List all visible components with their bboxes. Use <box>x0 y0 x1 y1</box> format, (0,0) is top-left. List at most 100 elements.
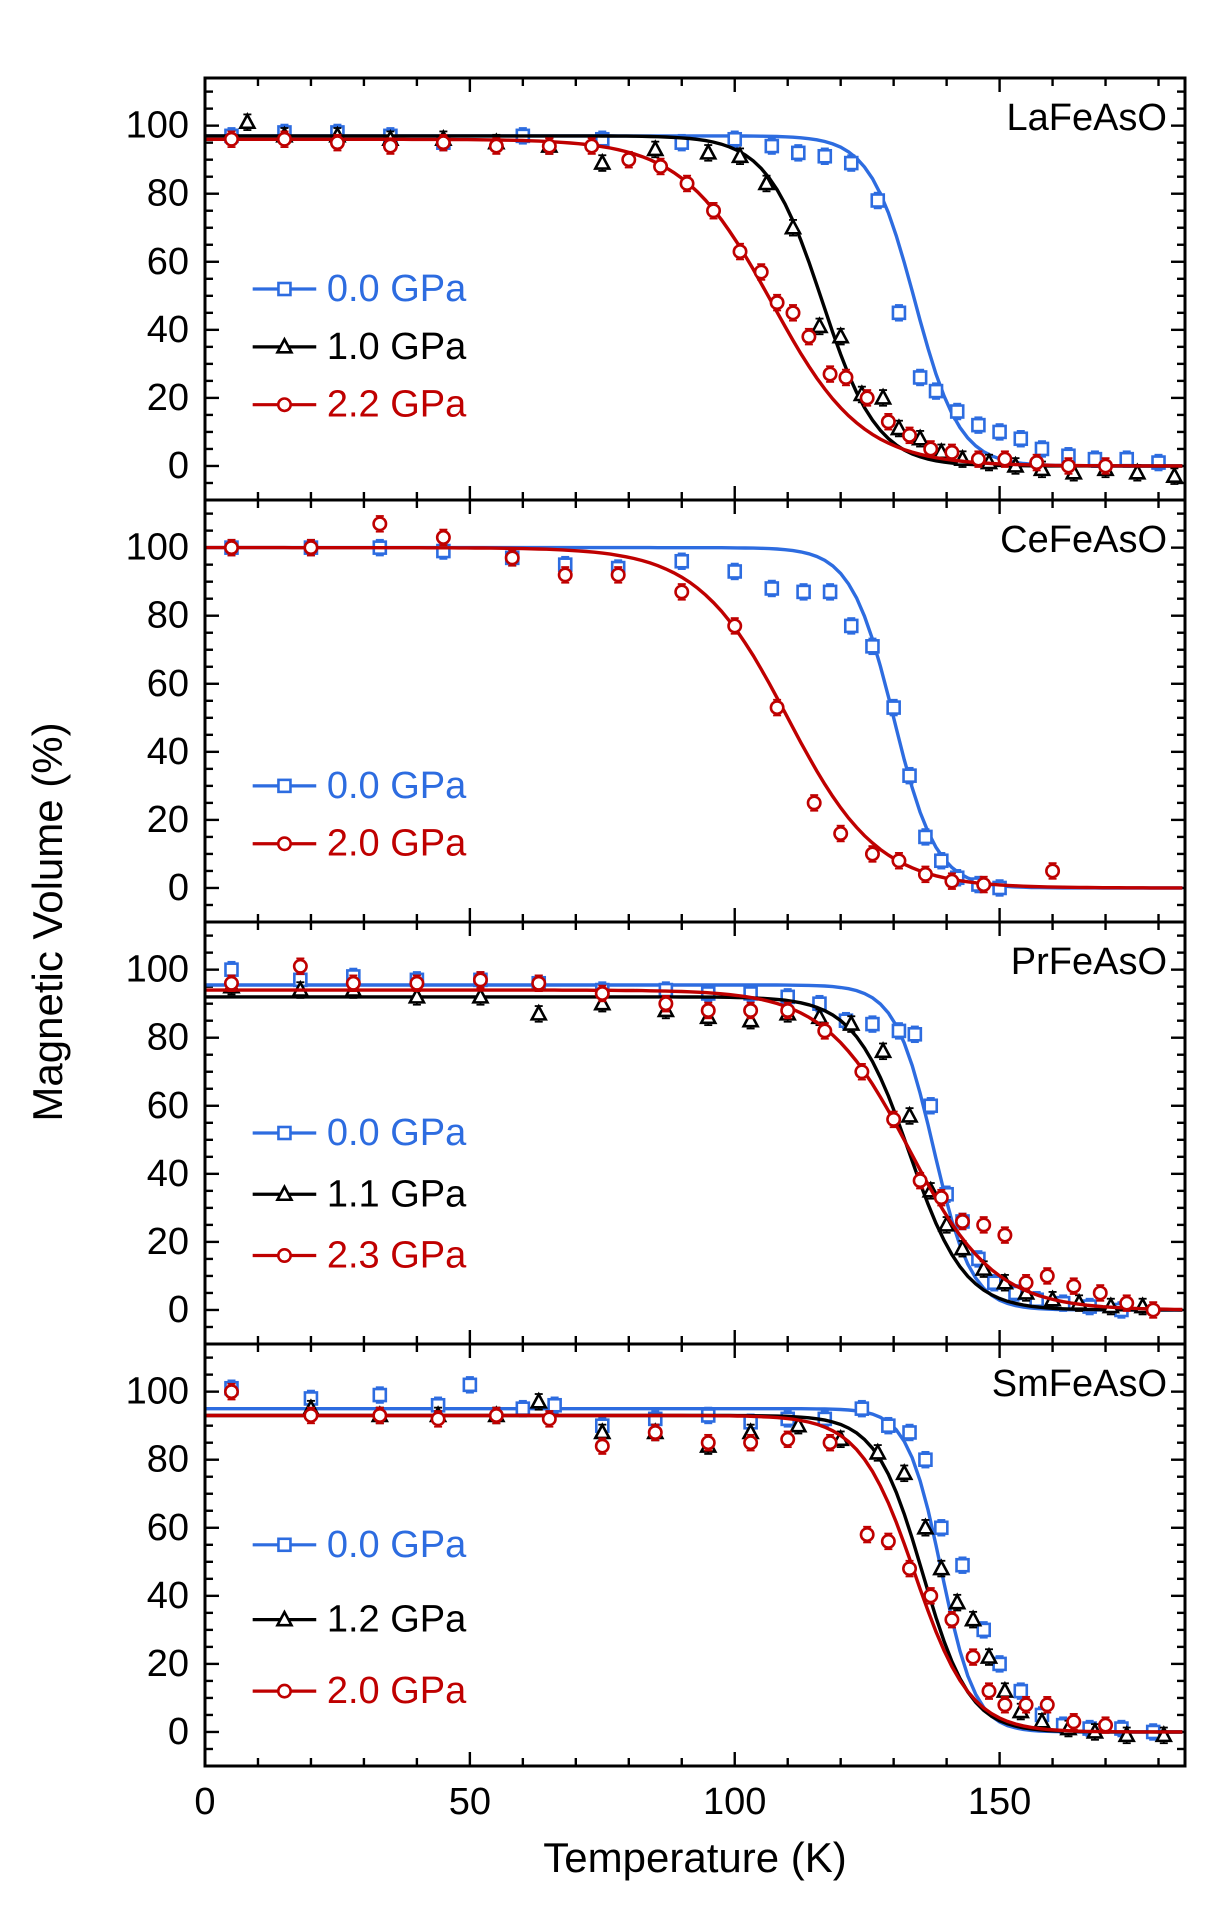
circle-marker <box>276 1683 292 1699</box>
circle-marker <box>965 1649 981 1665</box>
circle-marker <box>541 1411 557 1427</box>
legend-label: 1.1 GPa <box>327 1173 467 1215</box>
square-marker <box>971 417 986 433</box>
triangle-marker <box>916 1517 935 1535</box>
square-marker <box>843 618 859 634</box>
y-tick-label: 0 <box>168 445 189 487</box>
circle-marker <box>1092 1285 1108 1301</box>
y-tick-label: 80 <box>147 1017 189 1059</box>
circle-marker <box>833 826 849 842</box>
circle-marker <box>891 853 907 869</box>
triangle-marker <box>741 1010 760 1028</box>
triangle-marker <box>407 986 427 1004</box>
circle-marker <box>817 1023 833 1039</box>
circle-marker <box>769 700 785 716</box>
circle-marker <box>933 1190 949 1206</box>
circle-marker <box>838 369 854 385</box>
circle-marker <box>223 1384 239 1400</box>
series-2.0-GPa: 2.0 GPa <box>205 1382 1183 1734</box>
square-marker <box>992 1656 1007 1672</box>
square-marker <box>870 193 886 208</box>
circle-marker <box>732 244 748 260</box>
circle-marker <box>955 1213 971 1229</box>
square-marker <box>907 1027 923 1042</box>
fit-curve <box>205 988 1183 1312</box>
triangle-marker <box>979 1646 999 1664</box>
y-tick-label: 0 <box>168 867 189 909</box>
square-marker <box>918 829 933 845</box>
circle-marker <box>488 1407 504 1423</box>
circle-marker <box>594 1438 610 1454</box>
circle-marker <box>409 975 425 991</box>
y-axis-label: Magnetic Volume (%) <box>24 722 71 1121</box>
square-marker <box>928 383 944 399</box>
circle-marker <box>917 866 933 882</box>
circle-marker <box>923 441 939 457</box>
square-marker <box>822 584 838 600</box>
circle-marker <box>785 305 801 321</box>
circle-marker <box>653 158 669 174</box>
circle-marker <box>1018 1275 1034 1291</box>
triangle-marker <box>699 142 718 160</box>
legend-label: 2.2 GPa <box>327 384 467 426</box>
circle-marker <box>531 975 547 991</box>
legend-label: 2.3 GPa <box>327 1235 467 1277</box>
circle-marker <box>223 975 239 991</box>
fit-curve <box>205 983 1183 1312</box>
y-tick-label: 60 <box>147 1507 189 1549</box>
square-marker <box>934 1520 949 1536</box>
circle-marker <box>880 1533 896 1549</box>
circle-marker <box>997 1697 1013 1713</box>
square-marker <box>224 962 239 977</box>
y-tick-label: 60 <box>147 1085 189 1127</box>
triangle-marker <box>810 316 829 334</box>
y-tick-label: 100 <box>126 949 189 991</box>
square-marker <box>891 1023 907 1039</box>
fit-curve <box>205 137 1183 468</box>
square-marker <box>949 404 965 419</box>
y-tick-label: 80 <box>147 595 189 637</box>
series-2.3-GPa: 2.3 GPa <box>205 957 1183 1319</box>
triangle-marker <box>873 387 893 405</box>
triangle-marker <box>529 1003 548 1021</box>
triangle-marker <box>974 1258 993 1276</box>
circle-marker <box>743 1435 759 1451</box>
circle-marker <box>430 1411 446 1427</box>
triangle-marker <box>275 336 294 354</box>
square-marker <box>277 281 292 297</box>
square-marker <box>1013 431 1029 447</box>
triangle-marker <box>1128 462 1147 480</box>
circle-marker <box>970 451 986 467</box>
circle-marker <box>997 451 1013 467</box>
circle-marker <box>1098 1717 1114 1733</box>
circle-marker <box>276 131 292 147</box>
circle-marker <box>822 1435 838 1451</box>
square-marker <box>277 1537 292 1553</box>
y-tick-label: 40 <box>147 309 189 351</box>
panel-title: CeFeAsO <box>1000 519 1167 561</box>
circle-marker <box>780 1431 796 1447</box>
triangle-marker <box>831 326 850 344</box>
square-marker <box>674 553 690 569</box>
y-tick-label: 60 <box>147 663 189 705</box>
circle-marker <box>1029 455 1045 471</box>
x-tick-label: 100 <box>703 1781 766 1823</box>
circle-marker <box>1018 1697 1034 1713</box>
y-tick-label: 100 <box>126 1371 189 1413</box>
square-marker <box>912 370 928 385</box>
circle-marker <box>610 567 626 583</box>
circle-marker <box>700 1002 716 1018</box>
circle-marker <box>276 1248 292 1264</box>
circle-marker <box>276 836 292 852</box>
triangle-marker <box>730 146 750 164</box>
circle-marker <box>303 540 319 556</box>
legend-label: 1.0 GPa <box>327 326 467 368</box>
circle-marker <box>372 516 388 532</box>
square-marker <box>923 1098 939 1114</box>
circle-marker <box>902 427 918 443</box>
circle-marker <box>944 1612 960 1628</box>
panel-CeFeAsO: 0 20 40 60 80 100 0.0 GPa 2.0 GPa CeFeAsO <box>126 498 1187 924</box>
square-marker <box>817 148 833 164</box>
square-marker <box>992 424 1007 440</box>
